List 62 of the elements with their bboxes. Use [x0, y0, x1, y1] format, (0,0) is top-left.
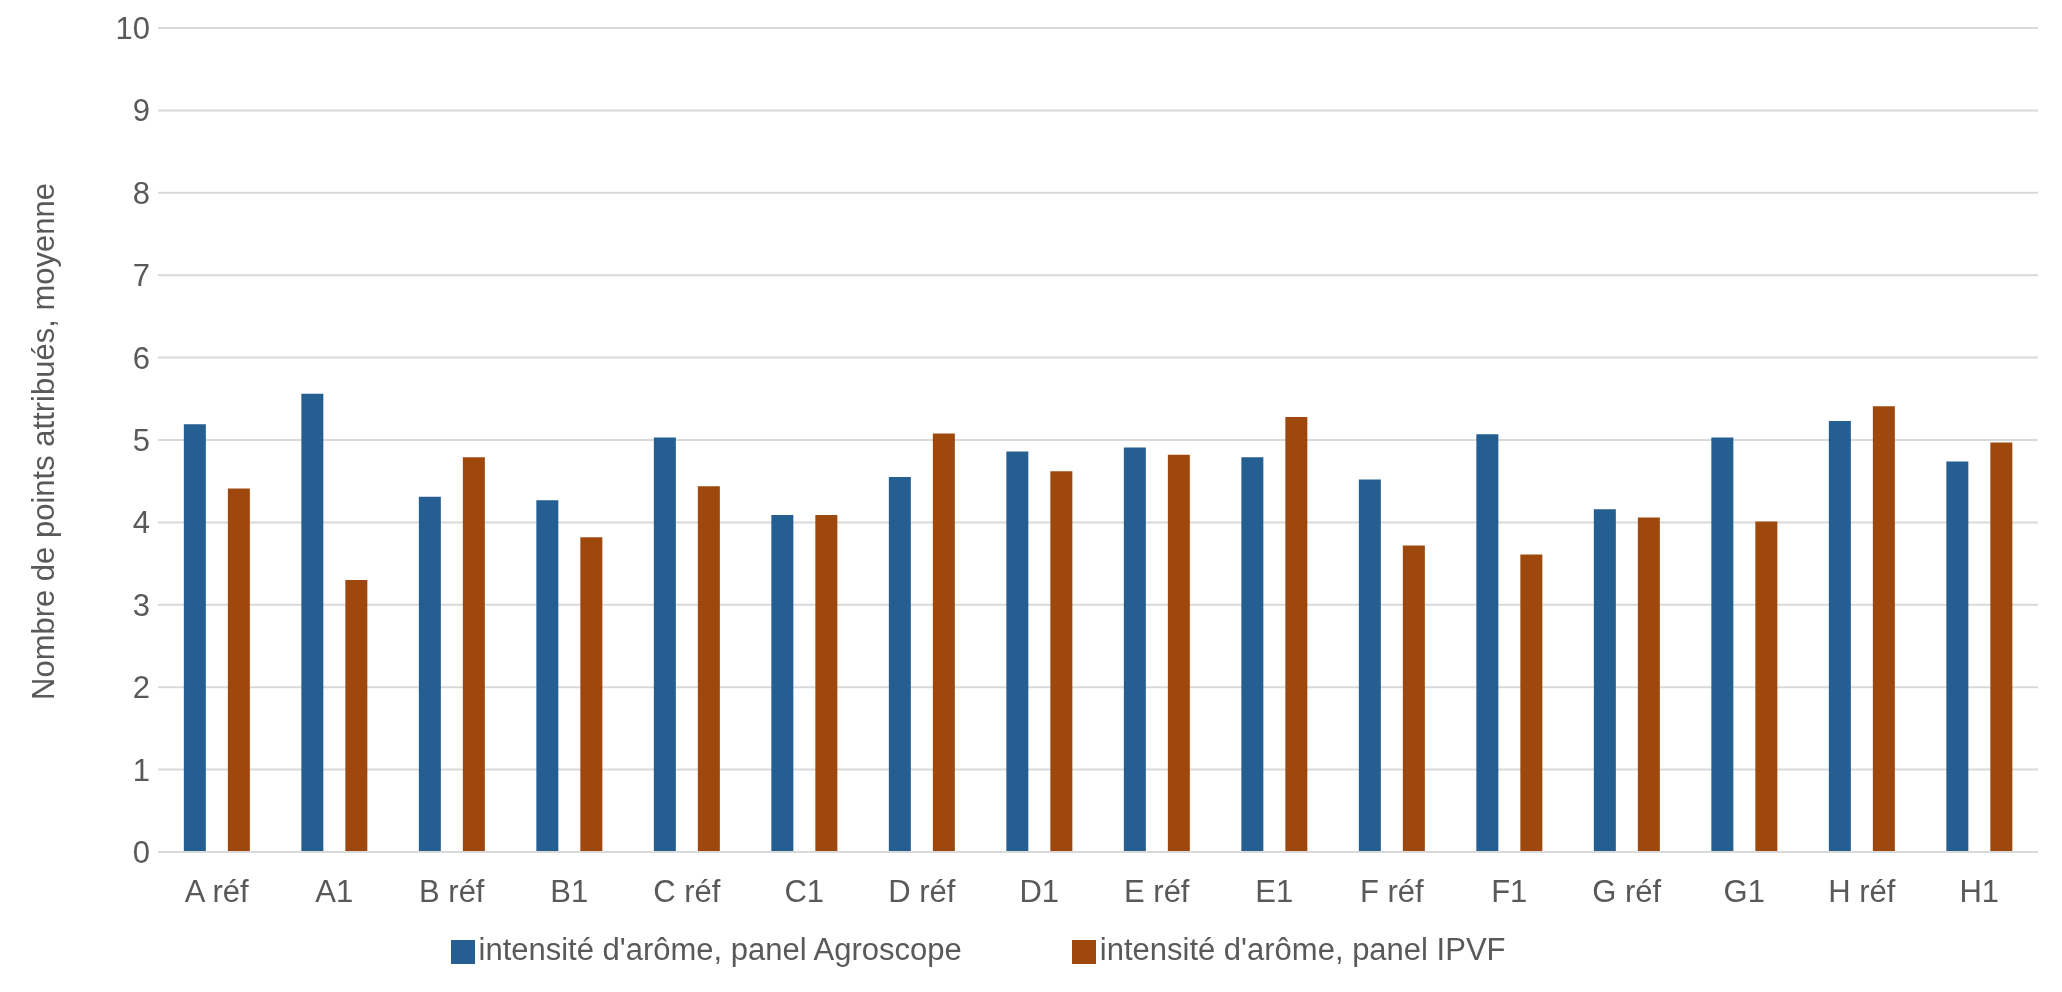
bar: [1006, 451, 1029, 852]
x-tick-label: E1: [1255, 874, 1294, 910]
y-tick-label: 7: [132, 258, 150, 294]
x-tick-label: A1: [315, 874, 354, 910]
y-tick-label: 10: [115, 11, 150, 47]
bar: [301, 393, 324, 852]
x-tick-label: B1: [550, 874, 589, 910]
bar: [183, 424, 206, 852]
bar: [932, 433, 955, 852]
y-tick-label: 9: [132, 93, 150, 129]
bar: [1050, 471, 1073, 852]
y-axis-title: Nombre de points attribués, moyenne: [26, 183, 62, 700]
x-tick-label: H1: [1959, 874, 2000, 910]
bar: [1755, 521, 1778, 852]
y-tick-label: 6: [132, 340, 150, 376]
bar: [888, 477, 911, 852]
y-tick-label: 1: [132, 752, 150, 788]
bar: [1637, 517, 1660, 852]
bar: [418, 496, 441, 852]
bar: [653, 437, 676, 852]
bar: [697, 486, 720, 852]
bar: [345, 580, 368, 852]
x-tick-label: G1: [1723, 874, 1765, 910]
bar: [1872, 406, 1895, 852]
x-tick-label: A réf: [184, 874, 250, 910]
legend-label: intensité d'arôme, panel Agroscope: [478, 932, 962, 967]
bar: [1711, 437, 1734, 852]
bar: [1593, 509, 1616, 852]
bar: [1828, 421, 1851, 852]
bar: [227, 488, 250, 852]
y-tick-label: 5: [132, 423, 150, 459]
bar: [1285, 416, 1308, 852]
x-tick-label: C réf: [653, 874, 721, 910]
x-tick-label: D réf: [888, 874, 956, 910]
y-tick-label: 2: [132, 670, 150, 706]
bar: [1123, 447, 1146, 852]
bar: [1990, 442, 2013, 852]
bar: [536, 500, 559, 852]
y-tick-label: 3: [132, 587, 150, 623]
bar: [580, 537, 603, 852]
bar: [1402, 545, 1425, 852]
x-tick-label: C1: [784, 874, 825, 910]
bar: [462, 457, 485, 852]
y-tick-label: 8: [132, 175, 150, 211]
bar: [1167, 454, 1190, 852]
bar: [1946, 461, 1969, 852]
x-tick-label: G réf: [1592, 874, 1662, 910]
legend-label: intensité d'arôme, panel IPVF: [1099, 932, 1506, 967]
x-tick-label: E réf: [1124, 874, 1190, 910]
x-tick-label: H réf: [1828, 874, 1896, 910]
bar: [771, 514, 794, 852]
x-tick-label: F1: [1491, 874, 1528, 910]
bar: [1358, 479, 1381, 852]
bar: [1241, 457, 1264, 852]
bar: [1476, 434, 1499, 852]
x-tick-label: F réf: [1359, 874, 1424, 910]
x-tick-label: B réf: [419, 874, 485, 910]
bar: [1520, 554, 1543, 852]
x-tick-label: D1: [1019, 874, 1060, 910]
bar: [815, 514, 838, 852]
y-tick-label: 0: [132, 835, 150, 871]
y-tick-label: 4: [132, 505, 150, 541]
